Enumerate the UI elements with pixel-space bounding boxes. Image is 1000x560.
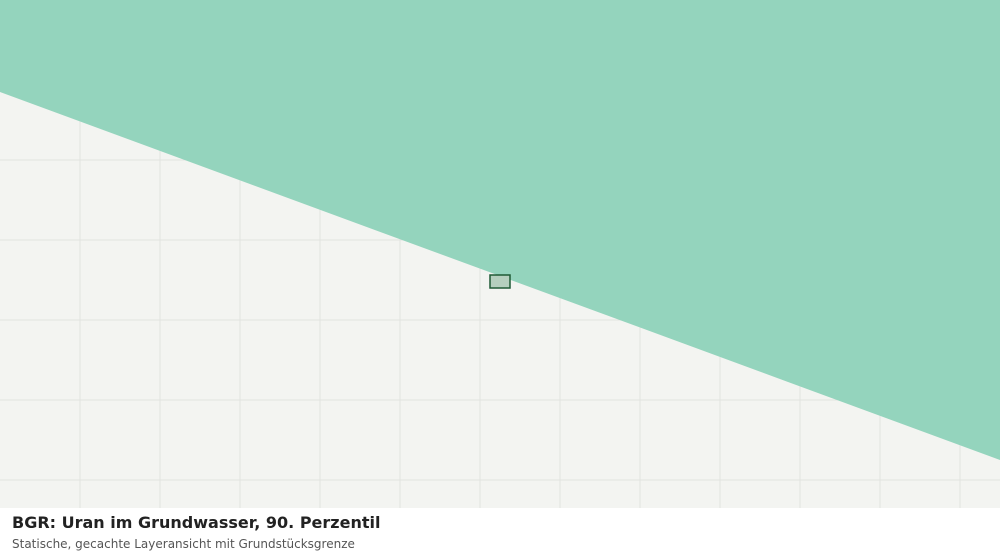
uranium-layer xyxy=(0,0,1000,460)
map xyxy=(0,0,1000,508)
map-title: BGR: Uran im Grundwasser, 90. Perzentil xyxy=(12,513,381,532)
parcel-boundary[interactable] xyxy=(489,274,511,289)
map-subtitle: Statische, gecachte Layeransicht mit Gru… xyxy=(12,537,355,551)
